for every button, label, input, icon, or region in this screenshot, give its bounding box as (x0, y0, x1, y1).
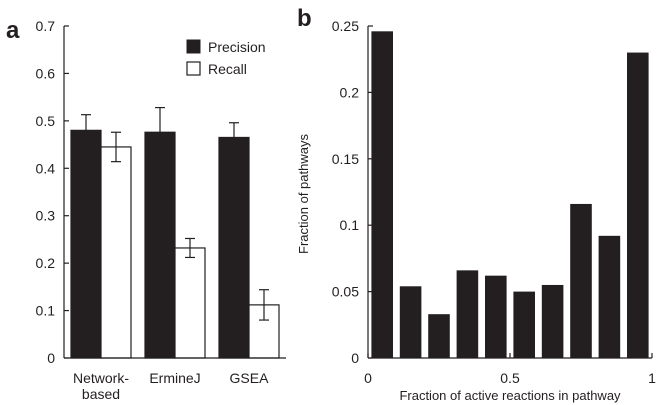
panel-a-x-tick-label: GSEA (230, 370, 270, 386)
panel-a-y-tick-label: 0 (47, 350, 55, 366)
panel-b-y-tick-label: 0 (351, 350, 359, 366)
panel-b-bars (371, 31, 649, 359)
panel-a-y-tick-label: 0.7 (36, 18, 56, 34)
bar-recall-1 (174, 247, 206, 359)
panel-b-x-tick-label: 0 (364, 370, 372, 386)
legend-label-recall: Recall (208, 61, 247, 77)
panel-b-x-tick-label: 1 (648, 370, 656, 386)
panel-a-y-tick-label: 0.6 (36, 65, 56, 81)
panel-a: a 0 0.1 0.2 0.3 0.4 0.5 0.6 0.7 Network-based Er… (6, 17, 286, 402)
bar-recall-0 (100, 146, 132, 359)
panel-b-y-tick-label: 0.1 (340, 217, 360, 233)
panel-a-y-tick-label: 0.4 (36, 160, 56, 176)
panel-b-y-tick-label: 0.2 (340, 84, 360, 100)
panel-a-y-tick-label: 0.5 (36, 113, 56, 129)
panel-a-x-tick-label: Network-based (73, 370, 129, 402)
histogram-bar-0 (371, 31, 393, 358)
panel-b: b 0 0.05 0.1 0.15 0.2 0.25 0 0.5 1 Fraction of … (296, 5, 656, 403)
histogram-bar-6 (541, 284, 564, 358)
bar-precision-1 (144, 131, 176, 359)
legend-label-precision: Precision (208, 39, 266, 55)
legend-swatch-recall (186, 61, 201, 76)
panel-b-y-ticks: 0 0.05 0.1 0.15 0.2 0.25 (332, 18, 373, 366)
panel-a-x-ticks: Network-based ErmineJ GSEA (73, 370, 269, 402)
panel-b-y-tick-label: 0.05 (332, 284, 359, 300)
panel-a-y-tick-label: 0.3 (36, 208, 56, 224)
bar-precision-0 (70, 129, 102, 359)
legend-swatch-precision (186, 39, 201, 54)
panel-a-y-tick-label: 0.2 (36, 255, 56, 271)
histogram-bar-2 (428, 314, 450, 358)
panel-b-x-tick-label: 0.5 (500, 370, 520, 386)
histogram-bar-7 (570, 203, 592, 358)
histogram-bar-8 (598, 235, 621, 358)
panel-b-y-axis-label: Fraction of pathways (296, 134, 311, 254)
panel-b-letter: b (297, 5, 312, 32)
panel-a-letter: a (6, 17, 20, 44)
bar-precision-2 (218, 136, 250, 359)
panel-b-x-axis-label: Fraction of active reactions in pathway (399, 388, 621, 403)
panel-b-y-tick-label: 0.15 (332, 151, 359, 167)
panel-b-y-tick-label: 0.25 (332, 18, 359, 34)
histogram-bar-4 (485, 275, 507, 358)
panel-a-bars (70, 106, 280, 359)
histogram-bar-9 (627, 52, 649, 359)
histogram-bar-1 (399, 286, 422, 358)
panel-a-y-tick-label: 0.1 (36, 303, 56, 319)
panel-a-x-tick-label: ErmineJ (149, 370, 200, 386)
histogram-bar-3 (456, 270, 479, 358)
histogram-bar-5 (513, 291, 535, 358)
panel-a-legend: Precision Recall (186, 39, 266, 77)
